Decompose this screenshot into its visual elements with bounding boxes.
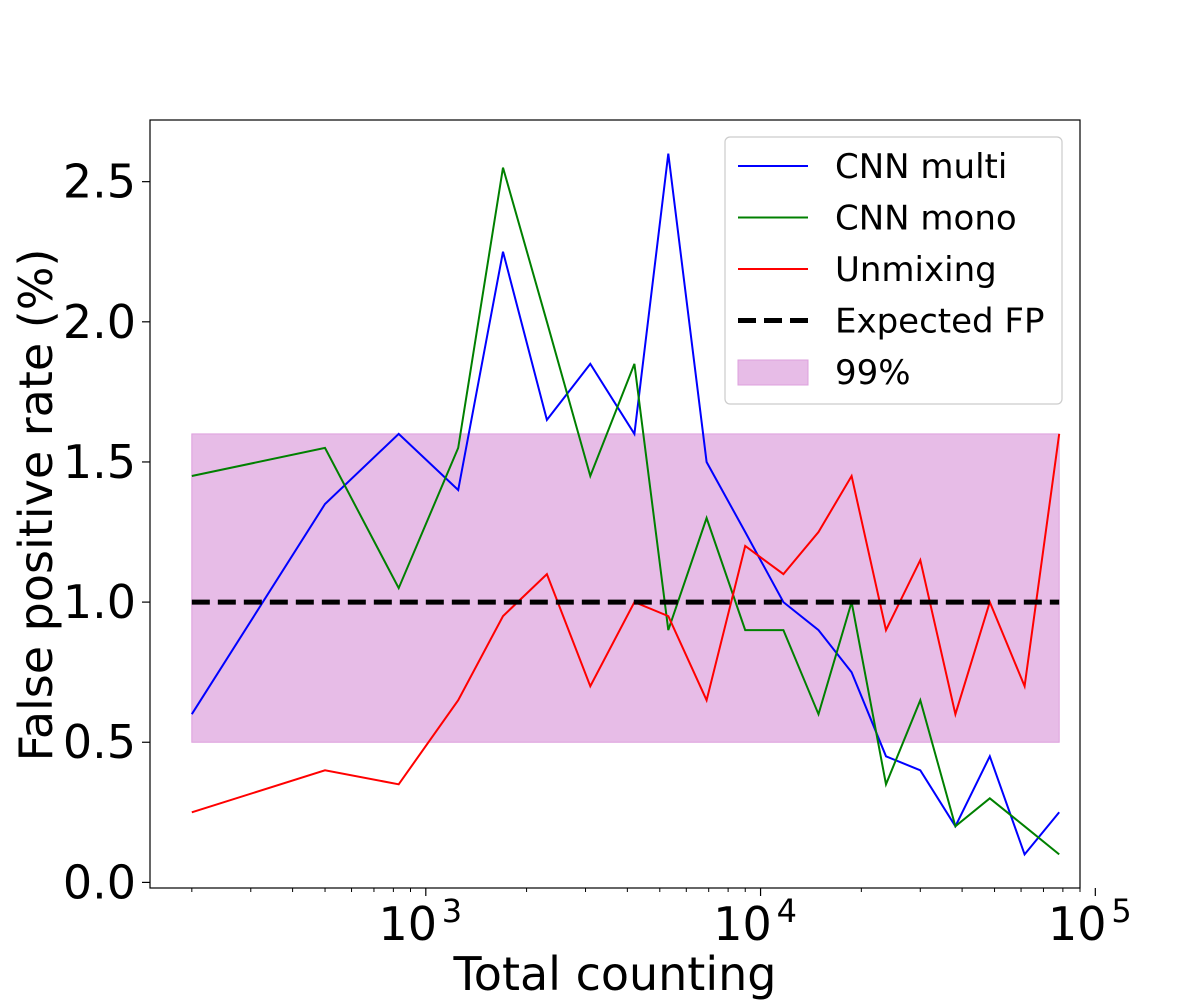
confidence-band-99 xyxy=(191,433,1060,743)
x-tick-label: 10 xyxy=(379,897,438,951)
y-axis-label: False positive rate (%) xyxy=(9,249,63,762)
legend-label: CNN multi xyxy=(835,147,1007,187)
series-line-unmixing xyxy=(191,433,1061,814)
x-tick-exponent: 5 xyxy=(1111,892,1131,930)
x-tick-exponent: 3 xyxy=(442,892,462,930)
y-tick-label: 0.5 xyxy=(63,715,136,769)
legend-label: CNN mono xyxy=(835,199,1017,239)
y-tick-label: 1.0 xyxy=(63,575,136,629)
series-line-cnn-multi xyxy=(190,153,1060,857)
x-tick-label: 10 xyxy=(1048,897,1107,951)
x-tick-label: 10 xyxy=(713,897,772,951)
y-tick-label: 2.0 xyxy=(63,295,136,349)
series-line-cnn-mono xyxy=(191,167,1060,856)
plot-frame xyxy=(149,119,1081,889)
legend-swatch-band-99 xyxy=(737,359,809,386)
legend-label: Expected FP xyxy=(835,302,1045,342)
legend-box xyxy=(724,136,1063,405)
y-tick-label: 0.0 xyxy=(63,855,136,909)
legend-label: Unmixing xyxy=(835,250,997,290)
legend-label: 99% xyxy=(835,353,911,393)
legend: CNN multi CNN mono Unmixing Expected FP 99% xyxy=(724,136,1063,405)
y-tick-label: 2.5 xyxy=(63,155,136,209)
x-tick-exponent: 4 xyxy=(777,892,797,930)
y-tick-label: 1.5 xyxy=(63,435,136,489)
x-axis-label: Total counting xyxy=(453,947,777,1000)
